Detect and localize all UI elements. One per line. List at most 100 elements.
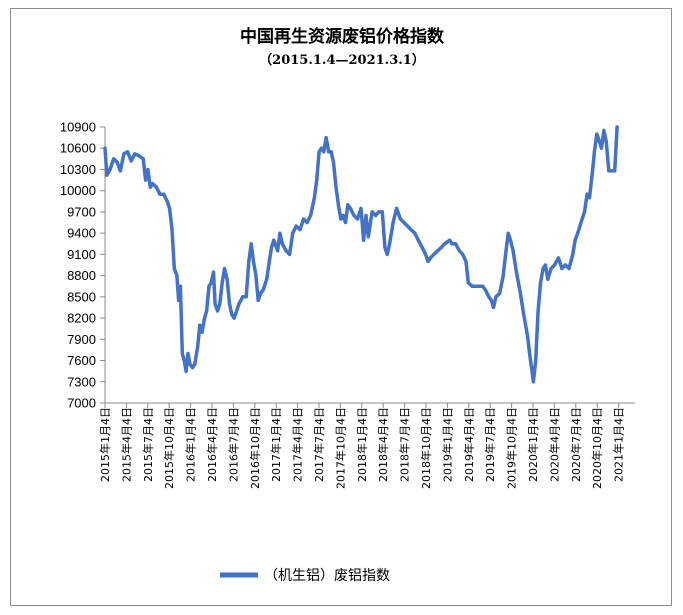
data-point <box>244 295 248 299</box>
data-point <box>398 217 402 221</box>
x-tick-label: 2019年10月4日 <box>505 407 519 489</box>
data-point <box>177 298 181 302</box>
data-point <box>341 213 345 218</box>
data-point <box>364 213 368 218</box>
x-tick-label: 2019年4月4日 <box>462 407 476 482</box>
data-point <box>424 252 428 256</box>
x-tick-label: 2018年1月4日 <box>355 407 369 482</box>
data-point <box>443 242 447 246</box>
data-point <box>385 252 389 256</box>
x-tick-label: 2016年10月4日 <box>248 407 262 489</box>
data-point <box>256 298 260 302</box>
y-tick-label: 10300 <box>60 162 96 177</box>
data-point <box>178 284 182 288</box>
data-point <box>200 330 204 334</box>
y-tick-label: 10000 <box>60 183 96 198</box>
data-point <box>331 160 336 164</box>
data-point <box>466 281 470 285</box>
x-tick-label: 2019年1月4日 <box>440 407 454 482</box>
data-point <box>448 238 452 242</box>
data-point <box>291 231 295 235</box>
x-tick-label: 2018年7月4日 <box>398 407 412 482</box>
y-tick-label: 7600 <box>67 353 96 368</box>
data-point <box>481 284 485 288</box>
x-axis: 2015年1月4日 2015年4月4日 2015年7月4日 2015年10月4日 201… <box>98 402 635 489</box>
data-point <box>294 224 298 228</box>
data-point <box>607 169 611 173</box>
data-point <box>207 284 211 288</box>
data-point <box>144 178 148 182</box>
data-point <box>362 238 366 242</box>
data-point <box>261 288 265 292</box>
y-tick-label: 7900 <box>67 332 96 347</box>
y-tick-label: 10600 <box>60 141 96 156</box>
data-point <box>538 281 543 285</box>
x-tick-label: 2020年7月4日 <box>569 407 583 482</box>
data-point <box>439 245 443 249</box>
data-point <box>595 132 599 136</box>
data-point <box>420 245 424 249</box>
data-point <box>563 263 568 267</box>
series-group <box>103 125 619 384</box>
data-point <box>213 302 217 306</box>
data-point <box>506 231 510 235</box>
data-point <box>265 277 269 281</box>
y-axis: 7000 7300 7600 7900 8200 8500 8800 9100 9400 9700… <box>60 120 106 411</box>
data-point <box>278 231 282 235</box>
data-point <box>498 291 502 295</box>
data-point <box>115 160 119 164</box>
data-point <box>251 259 256 264</box>
x-tick-label: 2015年1月4日 <box>98 407 112 482</box>
data-point <box>504 252 508 256</box>
y-tick-label: 10900 <box>60 120 96 135</box>
data-point <box>546 277 550 281</box>
data-point <box>154 185 158 189</box>
data-point <box>599 146 604 150</box>
data-point <box>305 220 309 225</box>
data-point <box>227 302 232 306</box>
x-tick-label: 2021年1月4日 <box>612 407 626 482</box>
data-point <box>395 206 399 210</box>
data-point <box>254 274 258 278</box>
data-point <box>133 152 137 156</box>
x-tick-label: 2017年10月4日 <box>333 407 347 489</box>
y-tick-label: 8200 <box>67 311 96 326</box>
data-point <box>118 169 122 173</box>
data-point <box>528 351 532 356</box>
data-point <box>222 266 227 271</box>
data-point <box>487 295 491 299</box>
data-point <box>585 192 589 196</box>
data-point <box>556 256 561 260</box>
data-point <box>450 242 454 246</box>
data-point <box>597 139 602 143</box>
data-point <box>409 228 413 232</box>
data-point <box>241 295 245 299</box>
data-point <box>383 245 387 249</box>
x-tick-label: 2020年4月4日 <box>547 407 561 482</box>
data-point <box>432 252 436 256</box>
data-point <box>146 167 150 172</box>
data-point <box>615 125 619 129</box>
data-point <box>560 266 564 271</box>
data-point <box>165 199 169 203</box>
data-point <box>477 284 481 288</box>
data-point <box>355 217 360 221</box>
data-point <box>196 344 200 348</box>
data-point <box>232 316 236 320</box>
data-point <box>276 249 280 253</box>
data-point <box>190 366 195 370</box>
data-point <box>543 263 548 267</box>
data-point <box>587 196 592 200</box>
legend: （机生铝）废铝指数 <box>220 568 390 584</box>
data-point <box>329 150 333 154</box>
price-index-chart: 中国再生资源废铝价格指数 （2015.1.4—2021.3.1） 7000 730… <box>60 26 635 584</box>
data-point <box>158 192 162 196</box>
data-point <box>553 263 557 267</box>
data-point <box>186 351 190 356</box>
data-point <box>571 252 575 256</box>
data-point <box>237 302 241 306</box>
data-point <box>103 146 107 150</box>
data-point <box>230 312 234 317</box>
data-point <box>322 150 326 154</box>
chart-frame: 中国再生资源废铝价格指数 （2015.1.4—2021.3.1） 7000 730… <box>10 8 672 606</box>
